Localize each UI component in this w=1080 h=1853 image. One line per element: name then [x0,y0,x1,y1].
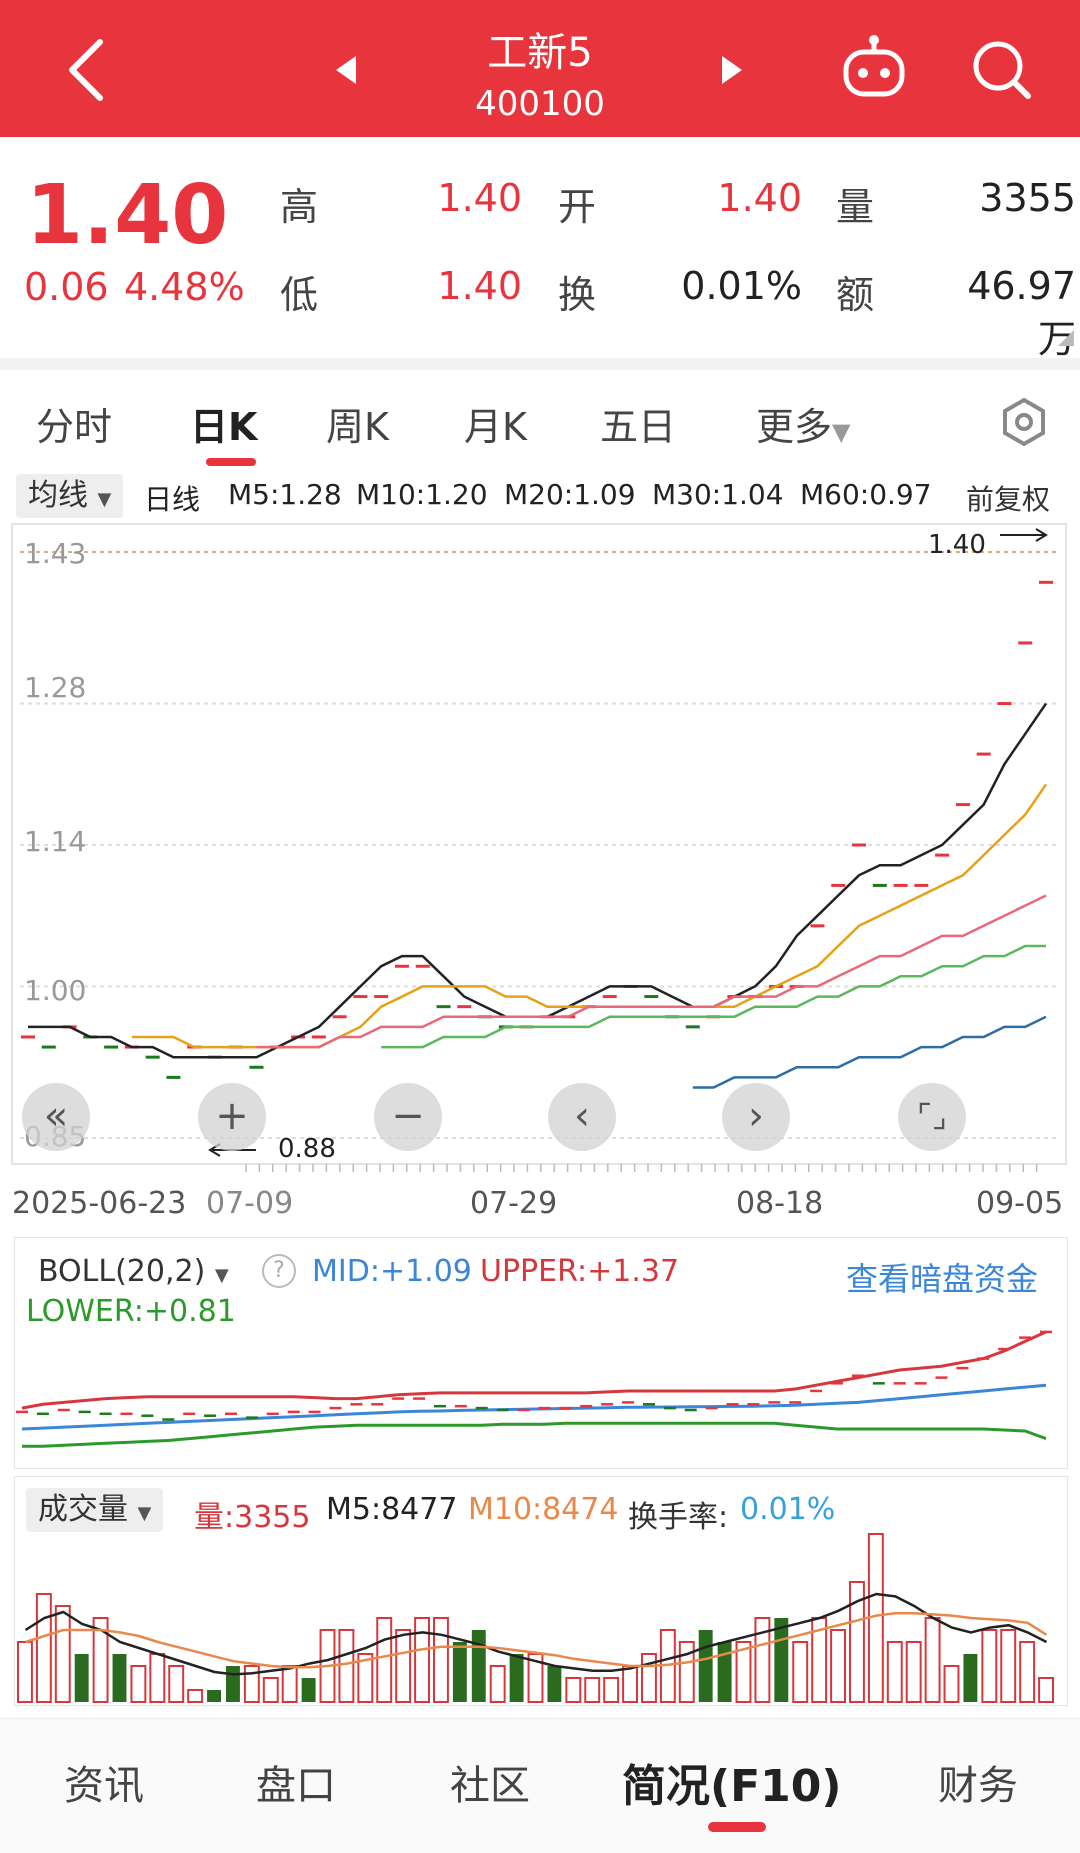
x-tick-label: 08-18 [736,1186,824,1221]
dropdown-triangle-icon: ▼ [137,1503,152,1524]
ma10-legend: M10:1.20 [356,478,488,511]
x-tick-label: 2025-06-23 [12,1186,187,1221]
back-arrow-icon[interactable] [69,39,103,101]
ma-line-m20 [256,894,1047,1049]
volume-selector[interactable]: 成交量 ▼ [26,1488,164,1532]
y-tick-label: 1.28 [24,671,87,704]
tab-monthly-k[interactable]: 月K [464,405,527,449]
boll-panel [14,1237,1068,1469]
x-tick-label: 07-09 [206,1186,294,1221]
header-bar: 工新5 400100 [0,0,1080,137]
fullscreen-icon[interactable]: ⌜⌟ [898,1083,966,1151]
tab-more[interactable]: 更多▼ [756,396,850,451]
high-price-marker: 1.40 [928,530,986,560]
bottom-tab-orderbook[interactable]: 盘口 [256,1763,336,1809]
ma5-legend: M5:1.28 [228,478,342,511]
prev-triangle-icon[interactable] [336,56,356,84]
ma30-legend: M30:1.04 [652,478,784,511]
ma-line-m30 [381,944,1046,1049]
next-triangle-icon[interactable] [722,56,742,84]
bottom-tab-indicator [708,1822,766,1832]
robot-icon[interactable] [843,35,905,97]
dropdown-triangle-icon: ▼ [832,418,851,446]
bottom-tab-finance[interactable]: 财务 [938,1763,1018,1809]
adjust-mode[interactable]: 前复权 [966,483,1051,516]
stock-code: 400100 [475,84,605,124]
price-change-pct: 4.48% [124,265,245,309]
tab-intraday[interactable]: 分时 [36,405,113,449]
quote-label-open: 开 [558,185,597,229]
section-divider [0,358,1080,370]
boll-upper-value: UPPER:+1.37 [480,1254,680,1289]
bottom-tab-f10[interactable]: 简况(F10) [622,1761,842,1812]
quote-label-volume: 量 [836,185,875,229]
low-price-marker: 0.88 [278,1134,336,1164]
boll-mid-value: MID:+1.09 [312,1254,472,1289]
chevron-left-icon[interactable]: ‹ [548,1083,616,1151]
chevron-right-icon[interactable]: › [722,1083,790,1151]
boll-lower-value: LOWER:+0.81 [26,1294,236,1329]
quote-value-turnover: 0.01% [681,264,802,308]
price-change: 0.06 [24,265,109,309]
dropdown-triangle-icon: ▼ [97,489,112,510]
header-icons [69,35,1031,101]
indicator-selector-label: 均线 [28,478,88,513]
zoom-in-icon[interactable]: + [198,1083,266,1151]
zoom-out-icon[interactable]: − [374,1083,442,1151]
quote-value-amount: 46.97万 [967,264,1076,361]
turnover-label: 换手率: [628,1500,729,1535]
current-price: 1.40 [26,168,229,263]
y-tick-label: 1.14 [24,825,87,858]
quote-value-high: 1.40 [437,176,522,220]
volume-m5: M5:8477 [326,1492,458,1527]
tab-more-label: 更多 [756,405,833,449]
ma-line-m10 [131,783,1048,1049]
quote-value-volume: 3355 [979,176,1076,220]
turnover-value: 0.01% [740,1492,836,1527]
quote-label-turnover: 换 [558,273,597,317]
ma60-legend: M60:0.97 [800,478,932,511]
bottom-tab-community[interactable]: 社区 [450,1763,530,1809]
high-arrow-head [1035,528,1048,542]
bottom-tab-news[interactable]: 资讯 [64,1763,144,1809]
bottom-tab-bar [0,1718,1080,1853]
quote-label-high: 高 [280,185,319,229]
boll-selector-label: BOLL(20,2) [38,1254,206,1289]
quote-value-open: 1.40 [717,176,802,220]
ma20-legend: M20:1.09 [504,478,636,511]
tab-weekly-k[interactable]: 周K [326,405,389,449]
x-tick-label: 07-29 [470,1186,558,1221]
chart-frame [11,523,1067,1165]
ma-line-m60 [692,1015,1047,1089]
dropdown-triangle-icon: ▼ [214,1265,229,1286]
x-tick-label: 09-05 [976,1186,1064,1221]
ma-line-m5 [28,702,1048,1059]
settings-hexagon-icon[interactable] [1003,397,1045,447]
tab-five-day[interactable]: 五日 [600,405,677,449]
period-label: 日线 [144,483,201,516]
help-icon[interactable]: ? [262,1254,296,1288]
quote-label-low: 低 [280,273,319,317]
volume-selector-label: 成交量 [38,1492,128,1527]
y-tick-label: 1.00 [24,974,87,1007]
volume-m10: M10:8474 [468,1492,619,1527]
volume-panel [14,1476,1068,1706]
quote-label-amount: 额 [836,273,875,317]
active-tab-indicator [206,458,256,466]
quote-value-low: 1.40 [437,264,522,308]
tab-daily-k[interactable]: 日K [190,405,258,449]
stock-name: 工新5 [487,30,593,76]
rewind-icon[interactable]: « [22,1083,90,1151]
boll-selector[interactable]: BOLL(20,2) ▼ [26,1250,241,1294]
indicator-selector[interactable]: 均线 ▼ [16,474,124,518]
y-tick-label: 1.43 [24,537,87,570]
volume-value: 量:3355 [194,1500,311,1535]
search-icon[interactable] [973,41,1031,99]
dark-pool-link[interactable]: 查看暗盘资金 [846,1260,1039,1298]
